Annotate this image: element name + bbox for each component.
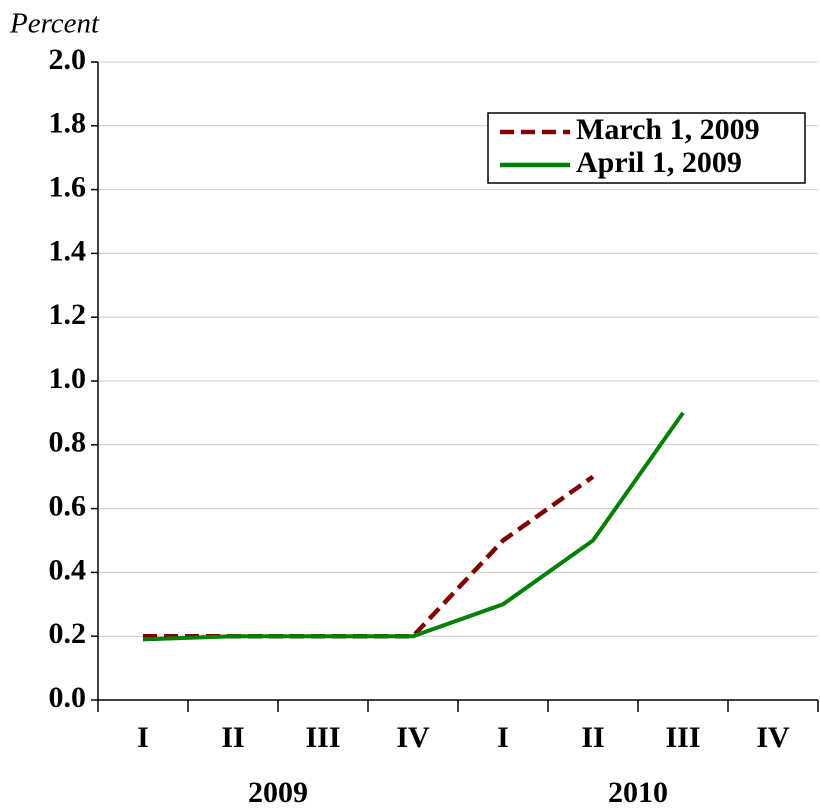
y-tick-label: 0.4 xyxy=(49,553,87,586)
x-tick-label: IV xyxy=(396,721,430,754)
legend-label: April 1, 2009 xyxy=(576,146,742,179)
y-tick-label: 0.8 xyxy=(49,426,87,459)
x-tick-label: III xyxy=(305,721,340,754)
y-tick-label: 2.0 xyxy=(49,43,87,76)
x-tick-label: II xyxy=(581,721,604,754)
y-tick-label: 0.6 xyxy=(49,489,87,522)
year-label: 2009 xyxy=(248,776,308,809)
series-line xyxy=(143,474,595,639)
series-line xyxy=(142,411,685,642)
y-tick-label: 1.0 xyxy=(49,362,87,395)
y-tick-label: 1.2 xyxy=(49,298,87,331)
y-tick-label: 1.4 xyxy=(49,234,87,267)
x-tick-label: IV xyxy=(756,721,790,754)
x-tick-label: III xyxy=(665,721,700,754)
x-tick-label: I xyxy=(497,721,509,754)
legend-label: March 1, 2009 xyxy=(576,113,760,146)
year-label: 2010 xyxy=(608,776,668,809)
y-tick-label: 0.0 xyxy=(49,681,87,714)
x-tick-label: I xyxy=(137,721,149,754)
x-tick-label: II xyxy=(221,721,244,754)
y-tick-label: 1.6 xyxy=(49,170,87,203)
y-tick-label: 1.8 xyxy=(49,107,87,140)
y-axis-label: Percent xyxy=(9,8,100,40)
legend-box xyxy=(487,112,806,184)
y-tick-label: 0.2 xyxy=(49,617,87,650)
